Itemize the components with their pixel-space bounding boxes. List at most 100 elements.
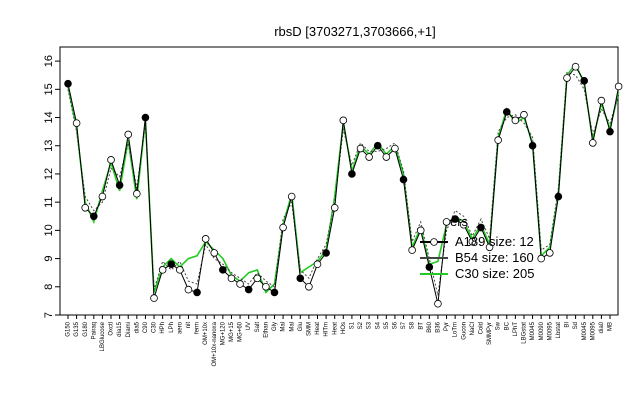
x-tick-label: aero [177, 321, 183, 334]
x-tick-label: G135 [74, 321, 80, 336]
x-tick-label: Pyr [444, 322, 450, 331]
x-tick-label: ferm [195, 322, 201, 334]
data-point [563, 74, 571, 82]
x-tick-label: Pairaq [91, 322, 97, 339]
x-tick-label: M0045 [582, 321, 588, 340]
x-tick-label: nit [186, 322, 192, 329]
data-point [167, 260, 176, 269]
y-axis: 7 8 9 10 11 12 13 14 15 16 [43, 55, 60, 318]
y-tick-label: 9 [43, 256, 55, 262]
data-point [313, 260, 322, 269]
x-tick-label: M0095 [547, 321, 553, 340]
x-tick-label: S2 [358, 321, 364, 329]
data-point [606, 127, 614, 136]
data-point [184, 285, 193, 294]
data-point [279, 223, 287, 232]
data-point [322, 249, 330, 257]
x-tick-label: BC [504, 321, 510, 330]
data-point [81, 204, 90, 212]
x-tick-label: S8 [410, 321, 416, 329]
x-tick-label: Mal [281, 322, 287, 332]
series-line-a189 [67, 65, 620, 304]
data-point [356, 144, 365, 153]
x-tick-label: LBGlucose [100, 321, 106, 351]
y-tick-label: 12 [43, 168, 55, 180]
data-point [210, 249, 219, 257]
x-tick-label: Glu [298, 322, 304, 331]
data-point [176, 266, 184, 274]
data-point [330, 204, 339, 212]
data-point [201, 235, 210, 243]
data-point [150, 294, 158, 302]
x-tick-label: Lbstat [556, 322, 562, 339]
x-tick-label: LoTm [453, 322, 459, 337]
data-point [391, 144, 399, 153]
chart-title: rbsD [3703271,3703666,+1] [274, 24, 436, 39]
x-tick-label: OM+10x [203, 322, 209, 345]
data-point [193, 288, 201, 297]
data-point [614, 82, 623, 91]
data-point [72, 119, 81, 127]
x-tick-label: dia0 [599, 321, 605, 333]
data-point [236, 280, 244, 288]
data-point [90, 212, 98, 221]
series-group [64, 62, 623, 308]
x-tick-label: MG+15 [229, 321, 235, 342]
x-tick-label: LPhT [513, 322, 519, 337]
data-point [339, 116, 348, 125]
data-point [348, 170, 356, 178]
x-tick-label: OM+10x-nanoxa [212, 321, 218, 366]
data-point [425, 263, 434, 271]
y-tick-label: 15 [43, 83, 55, 95]
x-tick-label: LPh [169, 322, 175, 333]
x-tick-label: Salt [255, 322, 261, 333]
data-point [537, 254, 545, 263]
data-point [520, 110, 528, 119]
x-tick-label: S6 [392, 321, 398, 329]
data-point [477, 223, 485, 232]
y-tick-label: 8 [43, 284, 55, 290]
data-point [399, 175, 408, 184]
data-point [597, 96, 606, 105]
data-point [158, 266, 167, 274]
x-tick-label: LBGstat [522, 322, 528, 344]
x-tick-label: Cold [479, 322, 485, 334]
data-point [219, 266, 227, 274]
x-tick-label: Diami [126, 322, 132, 337]
x-tick-label: G180 [83, 321, 89, 336]
data-point [468, 237, 477, 246]
data-point [451, 215, 459, 223]
data-point [270, 288, 279, 297]
x-tick-label: S1 [349, 321, 355, 329]
legend-marker [430, 238, 438, 246]
series-line-c30 [67, 62, 620, 294]
x-tick-label: UV [246, 322, 252, 330]
data-point [408, 246, 416, 254]
x-tick-label: SMM [306, 322, 312, 336]
x-tick-label: Mal [289, 322, 295, 332]
data-point [416, 226, 425, 235]
data-point [107, 156, 115, 164]
data-point [64, 79, 72, 88]
data-point [244, 285, 253, 294]
y-tick-label: 13 [43, 140, 55, 152]
x-tick-label: Sd [573, 322, 579, 329]
x-tick-label: C30 [152, 321, 158, 333]
x-tick-label: S7 [401, 321, 407, 329]
data-point [133, 189, 141, 198]
x-tick-label: MG+60 [238, 321, 244, 342]
x-tick-label: Heat [315, 322, 321, 335]
data-point [141, 113, 150, 122]
data-point [296, 274, 305, 283]
x-tick-label: MG+120 [220, 321, 226, 345]
x-tick-label: M0045 [530, 321, 536, 340]
y-tick-label: 11 [43, 196, 55, 207]
x-tick-label: S4 [375, 321, 381, 329]
data-point [588, 139, 597, 147]
x-tick-label: M0095 [590, 321, 596, 340]
data-point [528, 141, 537, 150]
data-point [502, 108, 511, 116]
y-tick-label: 7 [43, 312, 55, 318]
